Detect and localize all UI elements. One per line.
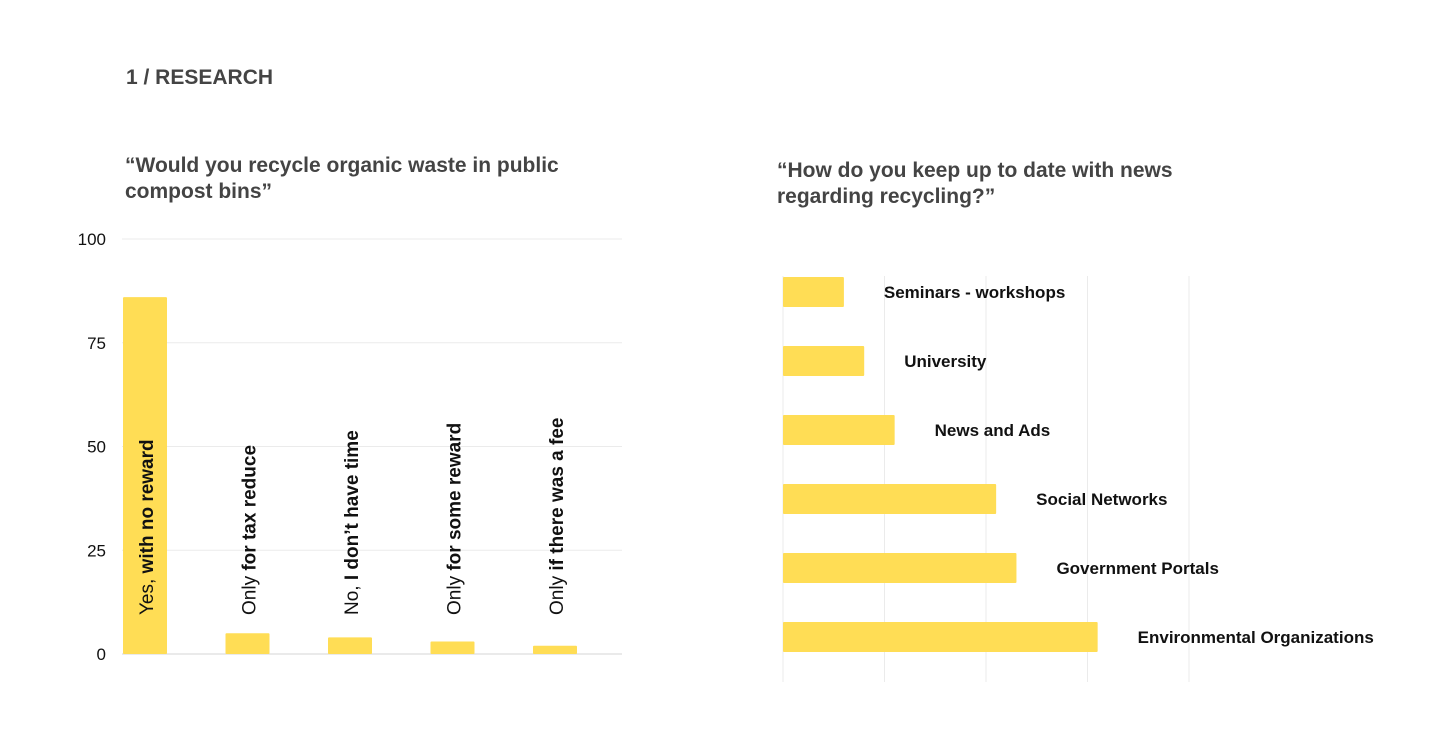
bar [783, 622, 1098, 652]
bar-label-prefix: Only [240, 571, 261, 615]
bar [533, 645, 577, 654]
bar-label: Only for some reward [445, 423, 466, 615]
y-tick-label: 75 [87, 334, 106, 353]
chart-title-compost: “Would you recycle organic waste in publ… [125, 154, 559, 203]
bar-label: University [904, 352, 987, 371]
y-tick-label: 25 [87, 541, 106, 560]
bar [783, 553, 1017, 583]
bar [783, 484, 997, 514]
bar-label-emphasis: for tax reduce [240, 445, 261, 571]
bar-label: News and Ads [935, 421, 1051, 440]
bar-label-emphasis: with no reward [137, 439, 158, 574]
bar [783, 346, 865, 376]
bar-label-prefix: Only [445, 571, 466, 615]
y-tick-label: 50 [87, 438, 106, 457]
bar [783, 277, 844, 307]
y-tick-label: 0 [97, 645, 106, 664]
bar-label: Seminars - workshops [884, 283, 1065, 302]
section-title: 1 / RESEARCH [126, 66, 274, 89]
y-tick-label: 100 [78, 230, 106, 249]
bar-label-prefix: Yes, [137, 573, 158, 615]
bar-label-emphasis: for some reward [445, 423, 466, 571]
bar [123, 297, 167, 654]
bar-label-prefix: Only [547, 571, 568, 615]
bar [783, 415, 895, 445]
chart-title-news: “How do you keep up to date with news re… [777, 159, 1173, 208]
bar-label: Environmental Organizations [1138, 628, 1374, 647]
bar-label-emphasis: if there was a fee [547, 418, 568, 571]
bar [430, 641, 475, 654]
bar-label: Government Portals [1056, 559, 1219, 578]
bar [225, 633, 270, 654]
bar-label: Only if there was a fee [547, 418, 568, 615]
bar-label: Only for tax reduce [240, 445, 261, 615]
bar-label: Social Networks [1036, 490, 1167, 509]
bar [328, 637, 372, 654]
bar-label: No, I don’t have time [342, 430, 363, 615]
bar-label: Yes, with no reward [137, 439, 158, 615]
bar-label-prefix: No, [342, 580, 363, 615]
bar-label-emphasis: I don’t have time [342, 430, 363, 580]
